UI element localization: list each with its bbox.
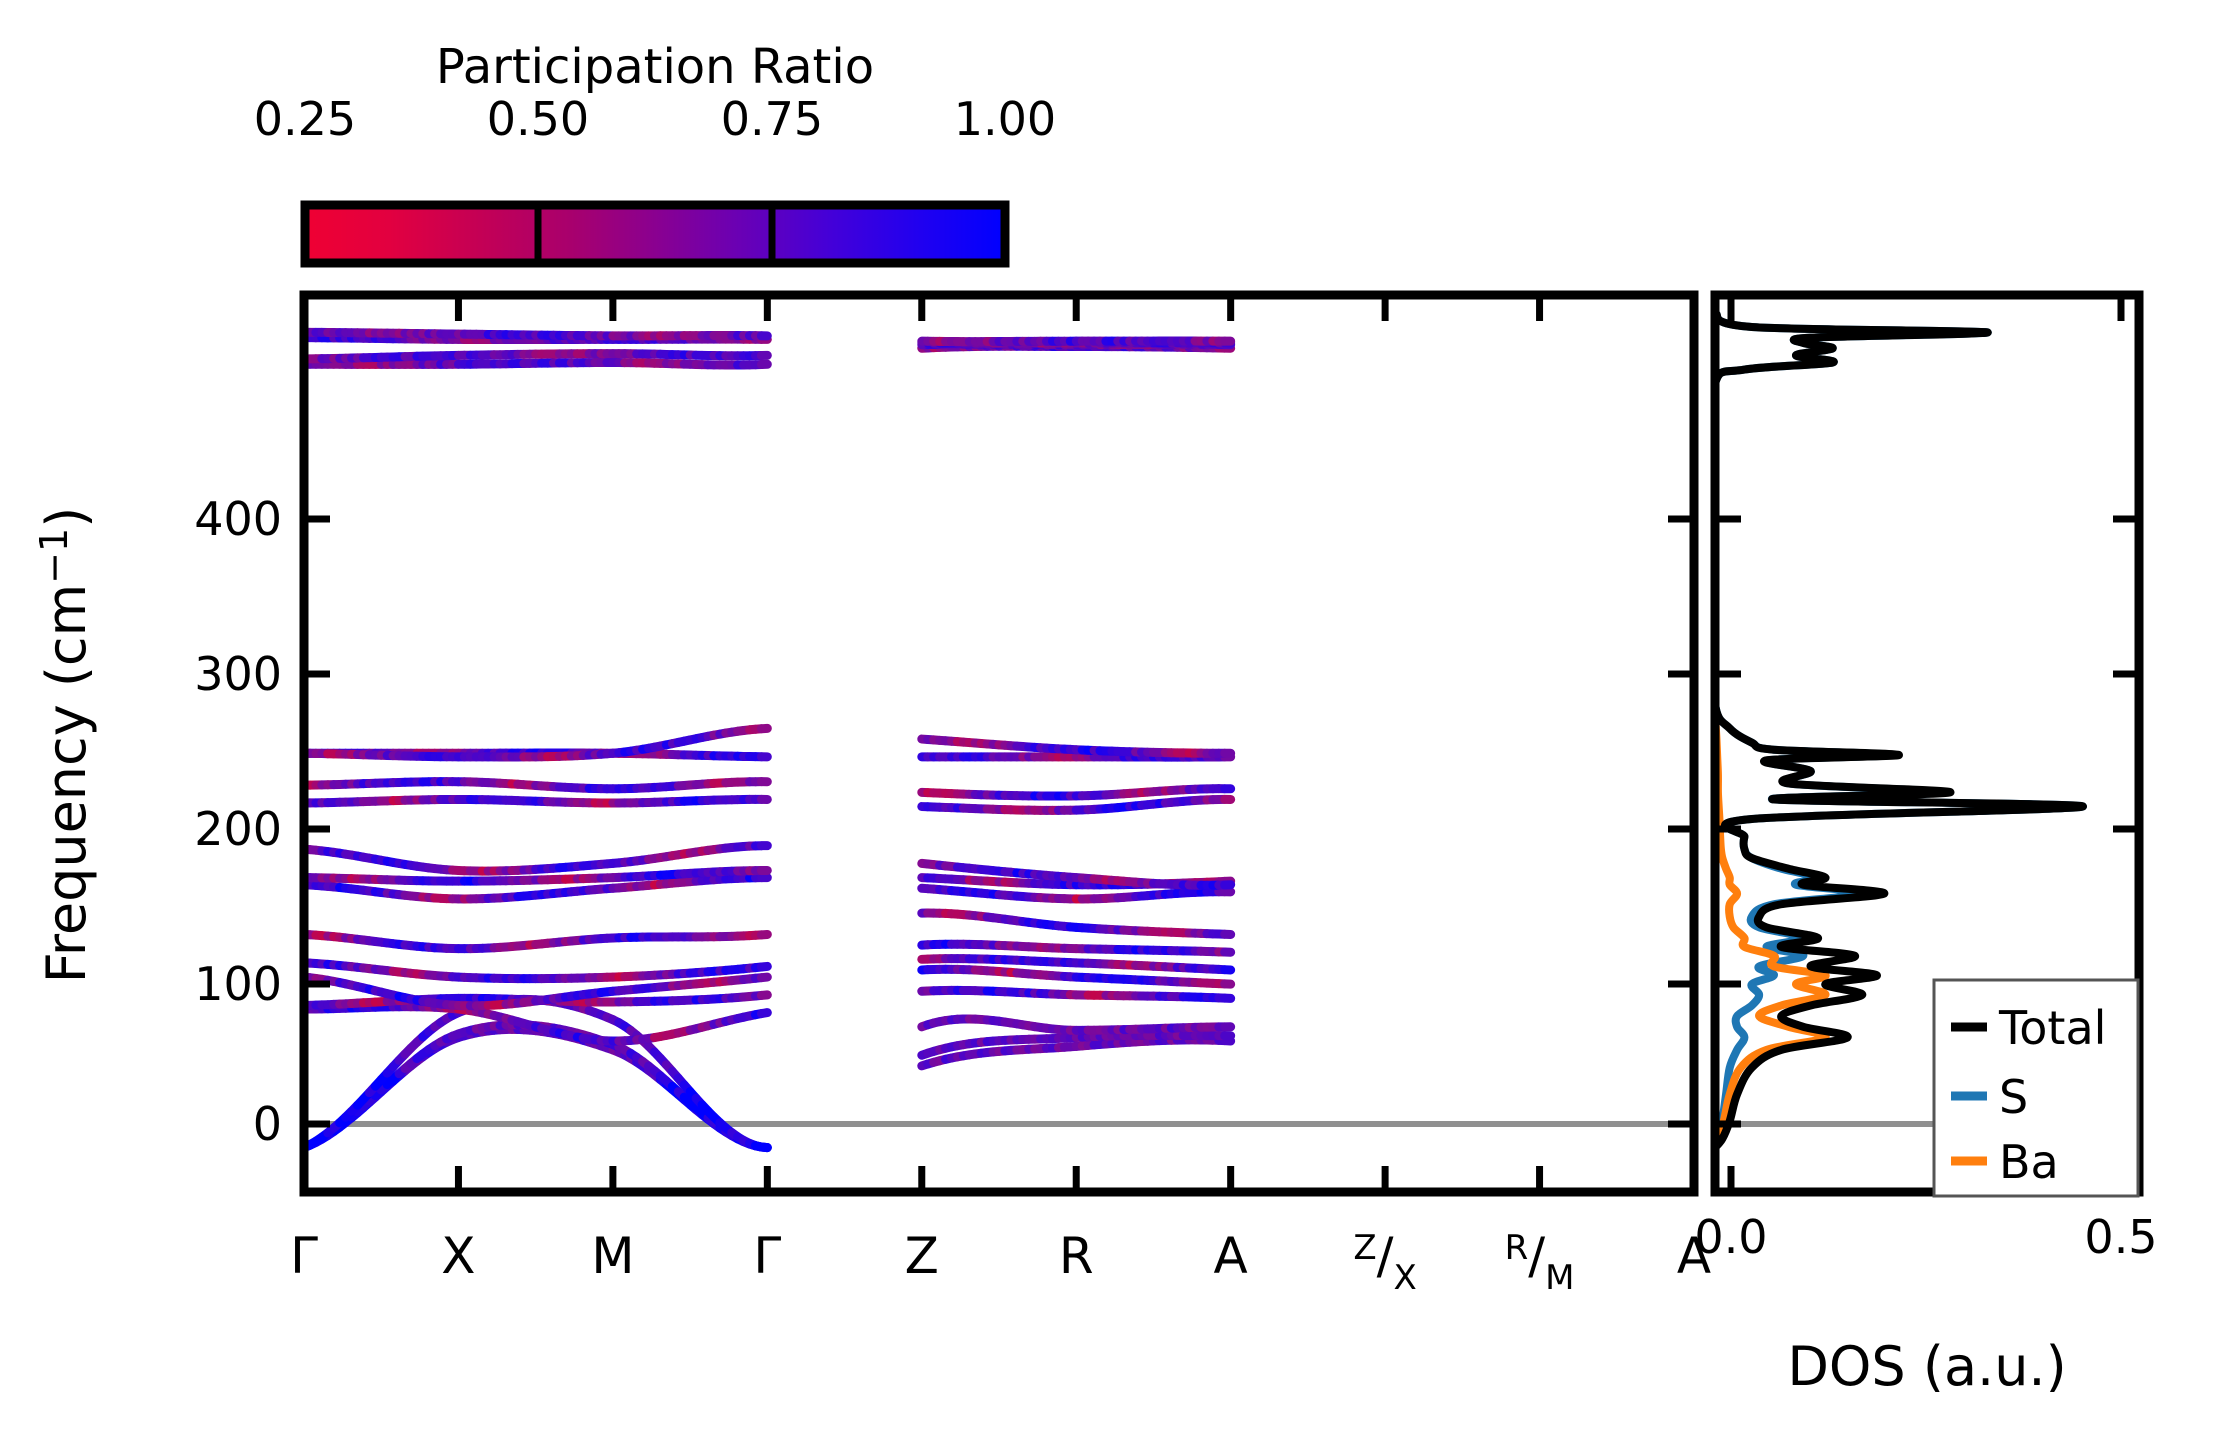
dos-xlabel: DOS (a.u.) (1787, 1335, 2066, 1398)
legend-label-s: S (1999, 1070, 2028, 1124)
colorbar-tick-2: 0.75 (721, 92, 823, 146)
colorbar-ticks (301, 205, 1009, 263)
band-axes-frame (299, 290, 1699, 1197)
dos-panel: 0.0 0.5 DOS (a.u.) Total S Ba (1694, 290, 2158, 1398)
colorbar-gradient (300, 200, 1010, 268)
dos-xtick-0: 0.0 (1694, 1210, 1767, 1264)
band-xtick-label-8: R/M (1505, 1227, 1575, 1298)
band-xtick-label-4: Z (905, 1227, 939, 1285)
legend-item-s[interactable]: S (1951, 1070, 2028, 1124)
band-curves-group (304, 327, 1236, 1153)
dos-axes-frame (1710, 290, 2144, 1197)
band-xtick-marks (300, 295, 1698, 1192)
band-xtick-label-0: Γ (290, 1227, 318, 1285)
band-line-segment (756, 972, 772, 983)
dos-curve-total (1715, 308, 2087, 1152)
band-xtick-labels: Γ X M Γ Z R A Z/X R/M A (290, 1227, 1711, 1298)
band-xtick-label-1: X (441, 1227, 475, 1285)
legend-label-total: Total (1998, 1001, 2106, 1055)
colorbar-tick-3: 1.00 (954, 92, 1056, 146)
band-ytick-0: 0 (253, 1097, 282, 1151)
band-line-segment (756, 1142, 772, 1153)
colorbar-tick-0: 0.25 (254, 92, 356, 146)
band-xtick-label-3: Γ (753, 1227, 781, 1285)
band-ytick-marks (304, 515, 1694, 1128)
legend-item-total[interactable]: Total (1951, 1001, 2106, 1055)
band-xtick-label-2: M (591, 1227, 634, 1285)
band-line-segment (756, 990, 772, 1000)
band-xtick-label-7: Z/X (1353, 1227, 1416, 1298)
band-ytick-4: 400 (194, 492, 282, 546)
legend-item-ba[interactable]: Ba (1951, 1135, 2059, 1189)
band-xtick-label-6: A (1214, 1227, 1248, 1285)
band-xtick-label-9: A (1677, 1227, 1711, 1285)
colorbar-tick-1: 0.50 (487, 92, 589, 146)
legend-label-ba: Ba (1999, 1135, 2059, 1189)
colorbar: Participation Ratio 0.25 0.50 0.75 1.00 (254, 39, 1056, 268)
dos-xtick-1: 0.5 (2084, 1210, 2157, 1264)
band-line-segment (756, 1008, 772, 1019)
svg-text:Frequency (cm−1): Frequency (cm−1) (32, 507, 98, 984)
band-ytick-2: 200 (194, 802, 282, 856)
band-line-segment (756, 961, 772, 972)
band-ytick-1: 100 (194, 957, 282, 1011)
band-ylabel: Frequency (cm−1) (32, 507, 98, 984)
dos-legend: Total S Ba (1932, 978, 2140, 1198)
colorbar-title: Participation Ratio (436, 39, 874, 95)
band-structure-panel: Frequency (cm−1) 0 100 200 300 400 (32, 290, 1711, 1298)
band-xtick-label-5: R (1059, 1227, 1094, 1285)
band-ytick-3: 300 (194, 647, 282, 701)
